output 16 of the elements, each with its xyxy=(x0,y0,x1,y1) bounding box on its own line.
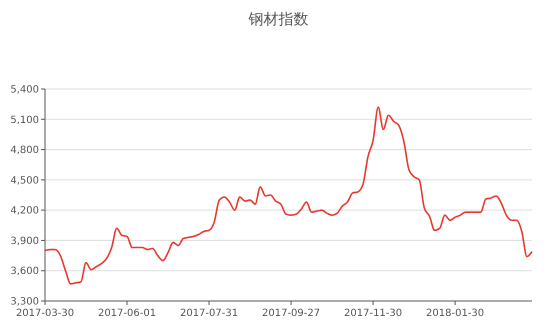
y-tick-label: 5,400 xyxy=(10,84,39,96)
x-tick-label: 2017-07-31 xyxy=(180,308,238,319)
x-tick-label: 2017-06-01 xyxy=(98,308,156,319)
y-tick-label: 4,200 xyxy=(10,206,39,217)
line-series xyxy=(44,106,533,285)
chart-title: 钢材指数 xyxy=(248,10,308,28)
y-tick-label: 4,800 xyxy=(10,145,39,156)
y-tick-label: 3,600 xyxy=(10,266,39,278)
y-tick-label: 3,900 xyxy=(10,236,39,247)
y-tick-label: 3,300 xyxy=(10,296,39,308)
x-tick-label: 2017-09-27 xyxy=(262,308,320,319)
y-tick-label: 5,100 xyxy=(10,114,39,126)
x-tick-label: 2017-11-30 xyxy=(344,308,402,319)
x-tick-label: 2018-01-30 xyxy=(426,308,484,319)
x-tick-label: 2017-03-30 xyxy=(16,308,74,319)
y-tick-label: 4,500 xyxy=(10,175,39,186)
